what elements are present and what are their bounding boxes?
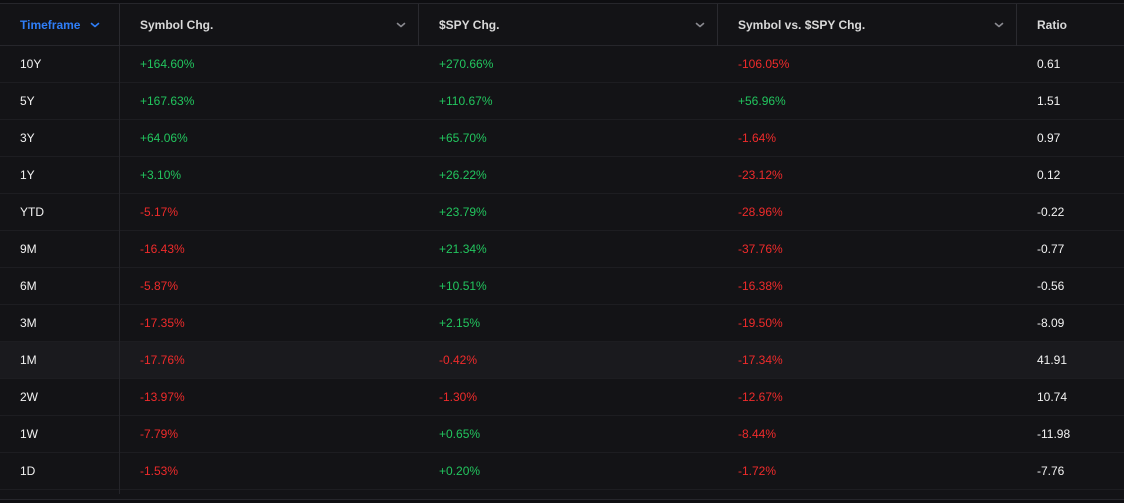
symbol-chg-cell: -5.87% [140,279,179,293]
performance-table: Timeframe Symbol Chg. $SPY Chg. Sym [0,4,1124,490]
column-divider[interactable] [717,4,718,46]
ratio-cell: -0.77 [1037,242,1065,256]
vs-chg-cell: -16.38% [738,279,783,293]
table-row[interactable]: 3Y +64.06% +65.70% -1.64% 0.97 [0,120,1124,157]
ratio-cell: 10.74 [1037,390,1068,404]
ratio-cell: -8.09 [1037,316,1065,330]
table-row[interactable]: 2W -13.97% -1.30% -12.67% 10.74 [0,379,1124,416]
ratio-cell: -11.98 [1037,427,1071,441]
vs-chg-header-label: Symbol vs. $SPY Chg. [738,17,866,32]
spy-chg-cell: -1.30% [439,390,478,404]
symbol-chg-cell: +167.63% [140,94,195,108]
chevron-down-icon[interactable] [90,21,100,29]
symbol-chg-cell: -5.17% [140,205,179,219]
column-divider[interactable] [418,4,419,46]
table-header-row: Timeframe Symbol Chg. $SPY Chg. Sym [0,4,1124,46]
spy-chg-header-label: $SPY Chg. [439,17,500,32]
symbol-chg-cell: -7.79% [140,427,179,441]
vs-chg-cell: -1.64% [738,131,777,145]
ratio-header-label: Ratio [1037,17,1067,32]
ratio-cell: -0.22 [1037,205,1065,219]
spy-chg-cell: +65.70% [439,131,487,145]
table-row[interactable]: 1M -17.76% -0.42% -17.34% 41.91 [0,342,1124,379]
vs-chg-cell: -12.67% [738,390,783,404]
symbol-chg-cell: -16.43% [140,242,185,256]
timeframe-cell: 2W [20,390,38,404]
table-row[interactable]: 1Y +3.10% +26.22% -23.12% 0.12 [0,157,1124,194]
symbol-chg-cell: +164.60% [140,57,195,71]
vs-chg-cell: -1.72% [738,464,777,478]
performance-table-panel: Timeframe Symbol Chg. $SPY Chg. Sym [0,3,1124,500]
column-header-symbol-chg[interactable]: Symbol Chg. [140,4,410,45]
timeframe-cell: 9M [20,242,37,256]
table-row[interactable]: 1D -1.53% +0.20% -1.72% -7.76 [0,453,1124,490]
timeframe-cell: 1D [20,464,36,478]
symbol-chg-cell: -17.35% [140,316,185,330]
ratio-cell: 0.12 [1037,168,1061,182]
table-row[interactable]: YTD -5.17% +23.79% -28.96% -0.22 [0,194,1124,231]
timeframe-cell: YTD [20,205,44,219]
timeframe-cell: 1M [20,353,37,367]
ratio-cell: 0.97 [1037,131,1061,145]
ratio-cell: 41.91 [1037,353,1068,367]
spy-chg-cell: +10.51% [439,279,487,293]
column-header-spy-chg[interactable]: $SPY Chg. [439,4,709,45]
column-divider[interactable] [1016,4,1017,46]
spy-chg-cell: +23.79% [439,205,487,219]
timeframe-column-divider [119,46,120,494]
timeframe-cell: 6M [20,279,37,293]
table-row[interactable]: 1W -7.79% +0.65% -8.44% -11.98 [0,416,1124,453]
vs-chg-cell: -17.34% [738,353,783,367]
column-header-vs-chg[interactable]: Symbol vs. $SPY Chg. [738,4,1008,45]
symbol-chg-cell: +64.06% [140,131,188,145]
timeframe-cell: 3M [20,316,37,330]
timeframe-cell: 3Y [20,131,35,145]
ratio-cell: 0.61 [1037,57,1061,71]
spy-chg-cell: +0.65% [439,427,481,441]
vs-chg-cell: +56.96% [738,94,786,108]
spy-chg-cell: +270.66% [439,57,494,71]
table-row[interactable]: 9M -16.43% +21.34% -37.76% -0.77 [0,231,1124,268]
timeframe-header-label: Timeframe [20,17,81,32]
spy-chg-cell: -0.42% [439,353,478,367]
timeframe-cell: 1Y [20,168,35,182]
chevron-down-icon[interactable] [994,4,1004,46]
spy-chg-cell: +2.15% [439,316,481,330]
ratio-cell: 1.51 [1037,94,1061,108]
symbol-chg-cell: +3.10% [140,168,182,182]
symbol-chg-cell: -17.76% [140,353,185,367]
symbol-chg-cell: -1.53% [140,464,179,478]
ratio-cell: -7.76 [1037,464,1065,478]
table-row[interactable]: 3M -17.35% +2.15% -19.50% -8.09 [0,305,1124,342]
timeframe-cell: 10Y [20,57,42,71]
timeframe-cell: 1W [20,427,38,441]
column-header-timeframe[interactable]: Timeframe [20,4,118,45]
column-divider[interactable] [119,4,120,46]
timeframe-cell: 5Y [20,94,35,108]
vs-chg-cell: -106.05% [738,57,790,71]
column-header-ratio[interactable]: Ratio [1037,4,1117,45]
chevron-down-icon[interactable] [695,4,705,46]
table-row[interactable]: 5Y +167.63% +110.67% +56.96% 1.51 [0,83,1124,120]
symbol-chg-header-label: Symbol Chg. [140,17,214,32]
spy-chg-cell: +110.67% [439,94,493,108]
table-body: 10Y +164.60% +270.66% -106.05% 0.61 5Y +167.63… [0,46,1124,490]
spy-chg-cell: +21.34% [439,242,487,256]
vs-chg-cell: -23.12% [738,168,783,182]
vs-chg-cell: -19.50% [738,316,783,330]
vs-chg-cell: -28.96% [738,205,783,219]
ratio-cell: -0.56 [1037,279,1065,293]
symbol-chg-cell: -13.97% [140,390,185,404]
table-row[interactable]: 6M -5.87% +10.51% -16.38% -0.56 [0,268,1124,305]
chevron-down-icon[interactable] [396,4,406,46]
spy-chg-cell: +0.20% [439,464,481,478]
vs-chg-cell: -37.76% [738,242,783,256]
spy-chg-cell: +26.22% [439,168,487,182]
table-row[interactable]: 10Y +164.60% +270.66% -106.05% 0.61 [0,46,1124,83]
vs-chg-cell: -8.44% [738,427,777,441]
